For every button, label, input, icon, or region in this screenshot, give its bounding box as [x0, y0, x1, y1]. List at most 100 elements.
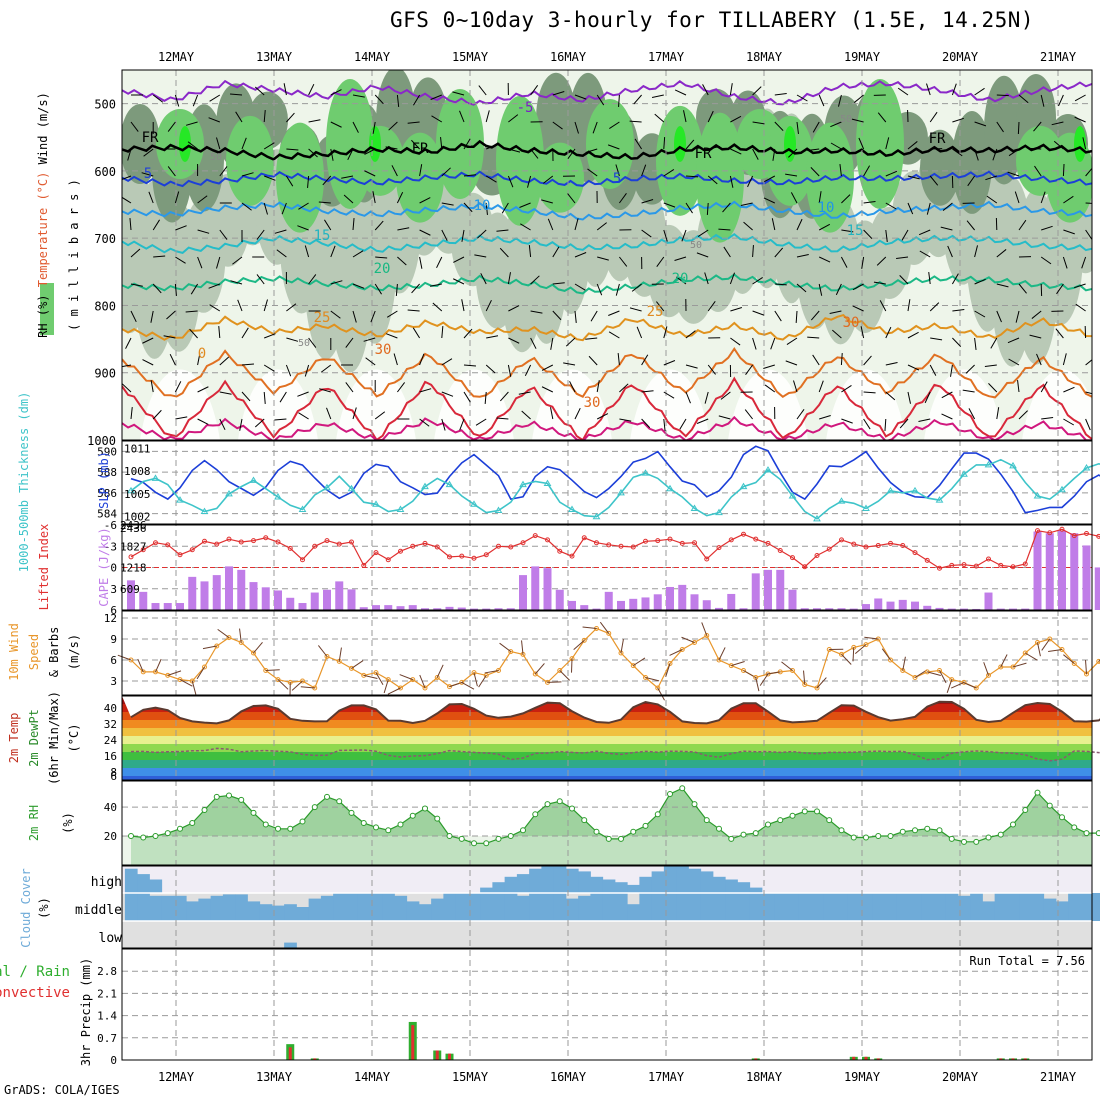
temp-mask — [122, 696, 1092, 724]
wind-barb — [763, 197, 776, 204]
rh-marker — [777, 817, 784, 824]
wind-barb — [552, 246, 560, 258]
wind-barb — [550, 337, 554, 350]
cloud-bar-middle — [761, 893, 775, 921]
wind-speed-marker — [949, 677, 955, 683]
rh-marker — [556, 798, 563, 805]
wind-barb — [386, 310, 398, 318]
rh-marker — [458, 835, 465, 842]
cloud-level-label: high — [91, 875, 122, 890]
temp-band — [122, 744, 1092, 752]
li-marker — [581, 535, 587, 541]
wind-barb — [675, 276, 687, 285]
cape-bar — [421, 608, 429, 610]
day-tick-top: 13MAY — [256, 50, 293, 64]
wind-barb — [142, 359, 154, 366]
wind-barb-10m — [620, 639, 624, 654]
wind-barb — [771, 218, 776, 231]
cloud-bar-high — [590, 876, 604, 893]
li-marker — [1035, 528, 1040, 534]
wind-barb — [142, 337, 154, 344]
rh-marker — [1010, 821, 1016, 828]
cape-bar — [482, 608, 491, 610]
li-marker — [287, 545, 293, 551]
wind-barb — [818, 191, 822, 204]
wind-barb-10m — [137, 658, 144, 673]
cloud-bar-high — [553, 866, 567, 893]
temp-band — [122, 776, 1092, 780]
wind-barb — [385, 146, 398, 150]
cloud-bar-middle — [124, 893, 138, 921]
thickness-marker — [960, 470, 968, 477]
wind-barb — [974, 245, 978, 258]
li-marker — [594, 540, 599, 546]
wind-tick: 6 — [110, 654, 117, 667]
wind-barb — [685, 139, 695, 150]
li-marker — [937, 565, 942, 571]
wind-barb — [790, 192, 798, 204]
slp-tick: 1005 — [124, 488, 151, 501]
isotherm-label: FR — [695, 146, 712, 162]
wind-barb — [929, 364, 937, 376]
cape-bar — [457, 607, 466, 610]
wind-barb-10m — [196, 666, 205, 680]
wind-barb — [461, 299, 465, 312]
wind-barb — [656, 256, 665, 268]
wind-barb — [1063, 195, 1074, 204]
wind-barb — [440, 137, 443, 150]
wind-barb-10m — [117, 654, 132, 661]
wind-barb — [411, 139, 420, 150]
wind-barb — [130, 407, 133, 420]
wind-barb — [153, 255, 166, 258]
cloud-bar-middle — [823, 893, 836, 921]
cape-bar — [163, 603, 172, 610]
wind-barb — [129, 218, 132, 231]
cloud-bar-high — [149, 879, 163, 893]
wind-barb — [796, 408, 805, 420]
cape-bar — [727, 593, 736, 610]
wind-barb-10m — [1037, 642, 1041, 657]
cape-bar — [849, 608, 858, 610]
thickness-marker — [347, 484, 356, 492]
rh-marker — [177, 825, 183, 832]
cape-bar — [212, 575, 221, 610]
rh-marker — [569, 805, 575, 812]
li-marker — [1022, 561, 1028, 567]
wind-barb-10m — [291, 680, 303, 691]
cloud-bar-middle — [504, 893, 518, 921]
wind-barb — [485, 110, 490, 123]
wind-barb — [1081, 256, 1087, 269]
wind-barb — [608, 310, 620, 316]
wind-barb — [1041, 225, 1053, 231]
li-marker — [986, 556, 991, 562]
wind-barb — [254, 86, 265, 96]
rh-marker — [801, 808, 808, 815]
wind-barb — [683, 110, 687, 123]
wind-barb — [841, 229, 854, 233]
wind-barb — [174, 191, 180, 204]
wind-speed-marker — [373, 670, 379, 676]
panel-frame-cloud — [121, 865, 1093, 949]
temp-tick: 40 — [104, 702, 117, 715]
wind-barb — [996, 407, 1000, 420]
wind-barb — [477, 229, 487, 239]
isotherm-20 — [122, 273, 1092, 295]
wind-speed-marker — [1047, 636, 1053, 642]
wind-barb — [543, 175, 554, 184]
li-marker — [814, 552, 820, 558]
wind-barb — [629, 307, 642, 312]
li-marker — [802, 564, 808, 570]
cape-bar — [445, 606, 454, 610]
wind-barb-10m — [473, 672, 478, 687]
wind-barb — [679, 418, 687, 430]
wind-barb — [607, 144, 620, 150]
wind-barb-10m — [927, 671, 941, 677]
wind-barb-10m — [1041, 638, 1051, 651]
day-tick-top: 19MAY — [844, 50, 881, 64]
wind-barb — [840, 256, 848, 268]
wind-barb-10m — [461, 681, 475, 690]
wind-barb — [1018, 283, 1027, 294]
wind-barb — [619, 418, 632, 422]
rh-marker — [826, 817, 833, 824]
cape-bar — [200, 581, 209, 610]
